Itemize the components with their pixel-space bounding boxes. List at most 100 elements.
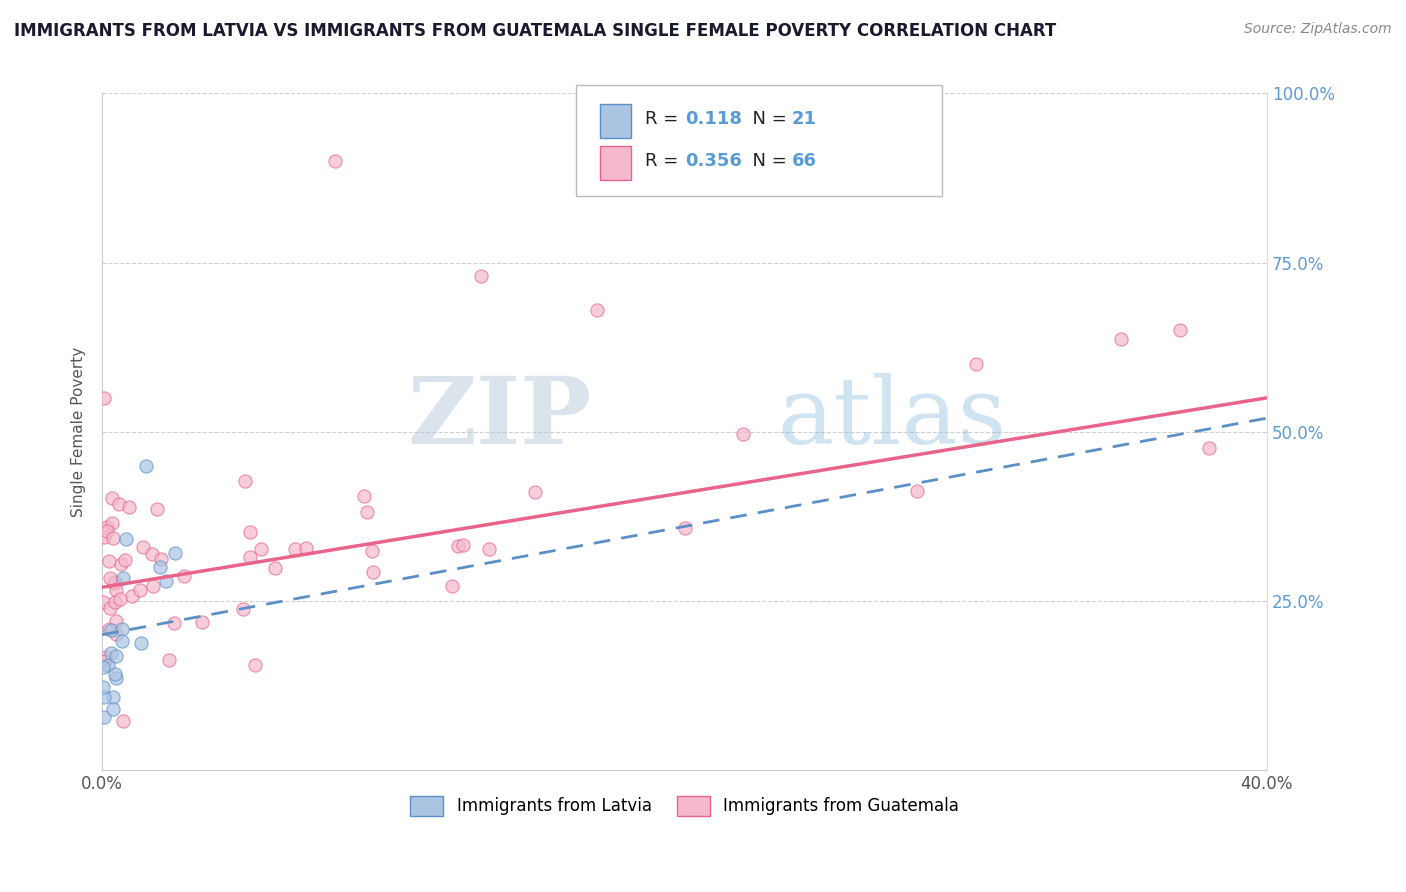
Point	[232, 601, 254, 615]
Point	[157, 653, 180, 667]
Point	[146, 502, 169, 516]
Point	[121, 589, 143, 603]
Point	[731, 427, 754, 442]
Point	[524, 484, 547, 499]
Point	[284, 541, 307, 556]
Point	[114, 532, 136, 546]
Point	[356, 504, 378, 518]
Point	[239, 550, 262, 565]
Point	[101, 702, 124, 716]
Text: 0.118: 0.118	[685, 110, 742, 128]
Point	[142, 579, 165, 593]
Point	[118, 500, 141, 515]
Point	[97, 554, 120, 568]
Point	[250, 542, 273, 557]
Point	[235, 475, 257, 489]
Point	[91, 595, 114, 609]
Point	[239, 524, 262, 539]
Point	[451, 538, 474, 552]
Text: 66: 66	[792, 153, 817, 170]
Point	[105, 671, 128, 685]
Point	[447, 539, 470, 553]
Point	[353, 489, 375, 503]
Point	[108, 592, 131, 607]
Point	[361, 565, 384, 579]
Text: N =: N =	[741, 110, 793, 128]
Point	[100, 646, 122, 660]
Text: 21: 21	[792, 110, 817, 128]
Point	[323, 154, 346, 169]
Point	[105, 648, 128, 663]
Text: Source: ZipAtlas.com: Source: ZipAtlas.com	[1244, 22, 1392, 37]
Point	[101, 690, 124, 704]
Point	[150, 552, 173, 566]
Point	[91, 680, 114, 694]
Point	[96, 520, 118, 534]
Point	[114, 553, 136, 567]
Point	[103, 575, 125, 590]
Point	[129, 636, 152, 650]
Point	[907, 484, 929, 499]
Point	[245, 658, 267, 673]
Point	[163, 546, 186, 560]
Point	[104, 594, 127, 608]
Point	[141, 547, 163, 561]
Text: R =: R =	[645, 153, 685, 170]
Point	[105, 614, 128, 628]
Point	[98, 622, 121, 636]
Point	[91, 659, 114, 673]
Point	[111, 714, 134, 728]
Point	[105, 627, 128, 641]
Point	[173, 569, 195, 583]
Point	[470, 268, 492, 283]
Point	[295, 541, 318, 555]
Text: IMMIGRANTS FROM LATVIA VS IMMIGRANTS FROM GUATEMALA SINGLE FEMALE POVERTY CORREL: IMMIGRANTS FROM LATVIA VS IMMIGRANTS FRO…	[14, 22, 1056, 40]
Point	[94, 654, 117, 668]
Point	[93, 690, 115, 704]
Point	[98, 571, 121, 585]
Point	[111, 622, 134, 636]
Point	[478, 541, 501, 556]
Text: 0.356: 0.356	[685, 153, 741, 170]
Point	[264, 561, 287, 575]
Text: ZIP: ZIP	[408, 373, 592, 463]
Text: N =: N =	[741, 153, 793, 170]
Point	[93, 710, 115, 724]
Text: R =: R =	[645, 110, 685, 128]
Point	[101, 491, 124, 505]
Point	[360, 543, 382, 558]
Point	[965, 357, 987, 371]
Point	[1168, 323, 1191, 337]
Point	[135, 458, 157, 473]
Point	[1198, 441, 1220, 455]
Point	[440, 579, 463, 593]
Point	[96, 524, 118, 538]
Point	[93, 391, 115, 405]
Point	[586, 302, 609, 317]
Point	[101, 516, 124, 530]
Legend: Immigrants from Latvia, Immigrants from Guatemala: Immigrants from Latvia, Immigrants from …	[404, 789, 966, 822]
Point	[94, 649, 117, 664]
Point	[110, 557, 132, 571]
Point	[107, 497, 129, 511]
Point	[100, 623, 122, 637]
Point	[163, 615, 186, 630]
Point	[132, 540, 155, 554]
Y-axis label: Single Female Poverty: Single Female Poverty	[72, 347, 86, 516]
Point	[111, 571, 134, 585]
Point	[98, 601, 121, 615]
Point	[149, 560, 172, 574]
Point	[97, 658, 120, 673]
Point	[111, 633, 134, 648]
Text: atlas: atlas	[778, 373, 1007, 463]
Point	[103, 532, 125, 546]
Point	[673, 521, 696, 535]
Point	[104, 582, 127, 597]
Point	[129, 583, 152, 598]
Point	[104, 574, 127, 589]
Point	[191, 615, 214, 630]
Point	[1111, 332, 1133, 346]
Point	[104, 667, 127, 681]
Point	[155, 574, 177, 588]
Point	[93, 530, 115, 544]
